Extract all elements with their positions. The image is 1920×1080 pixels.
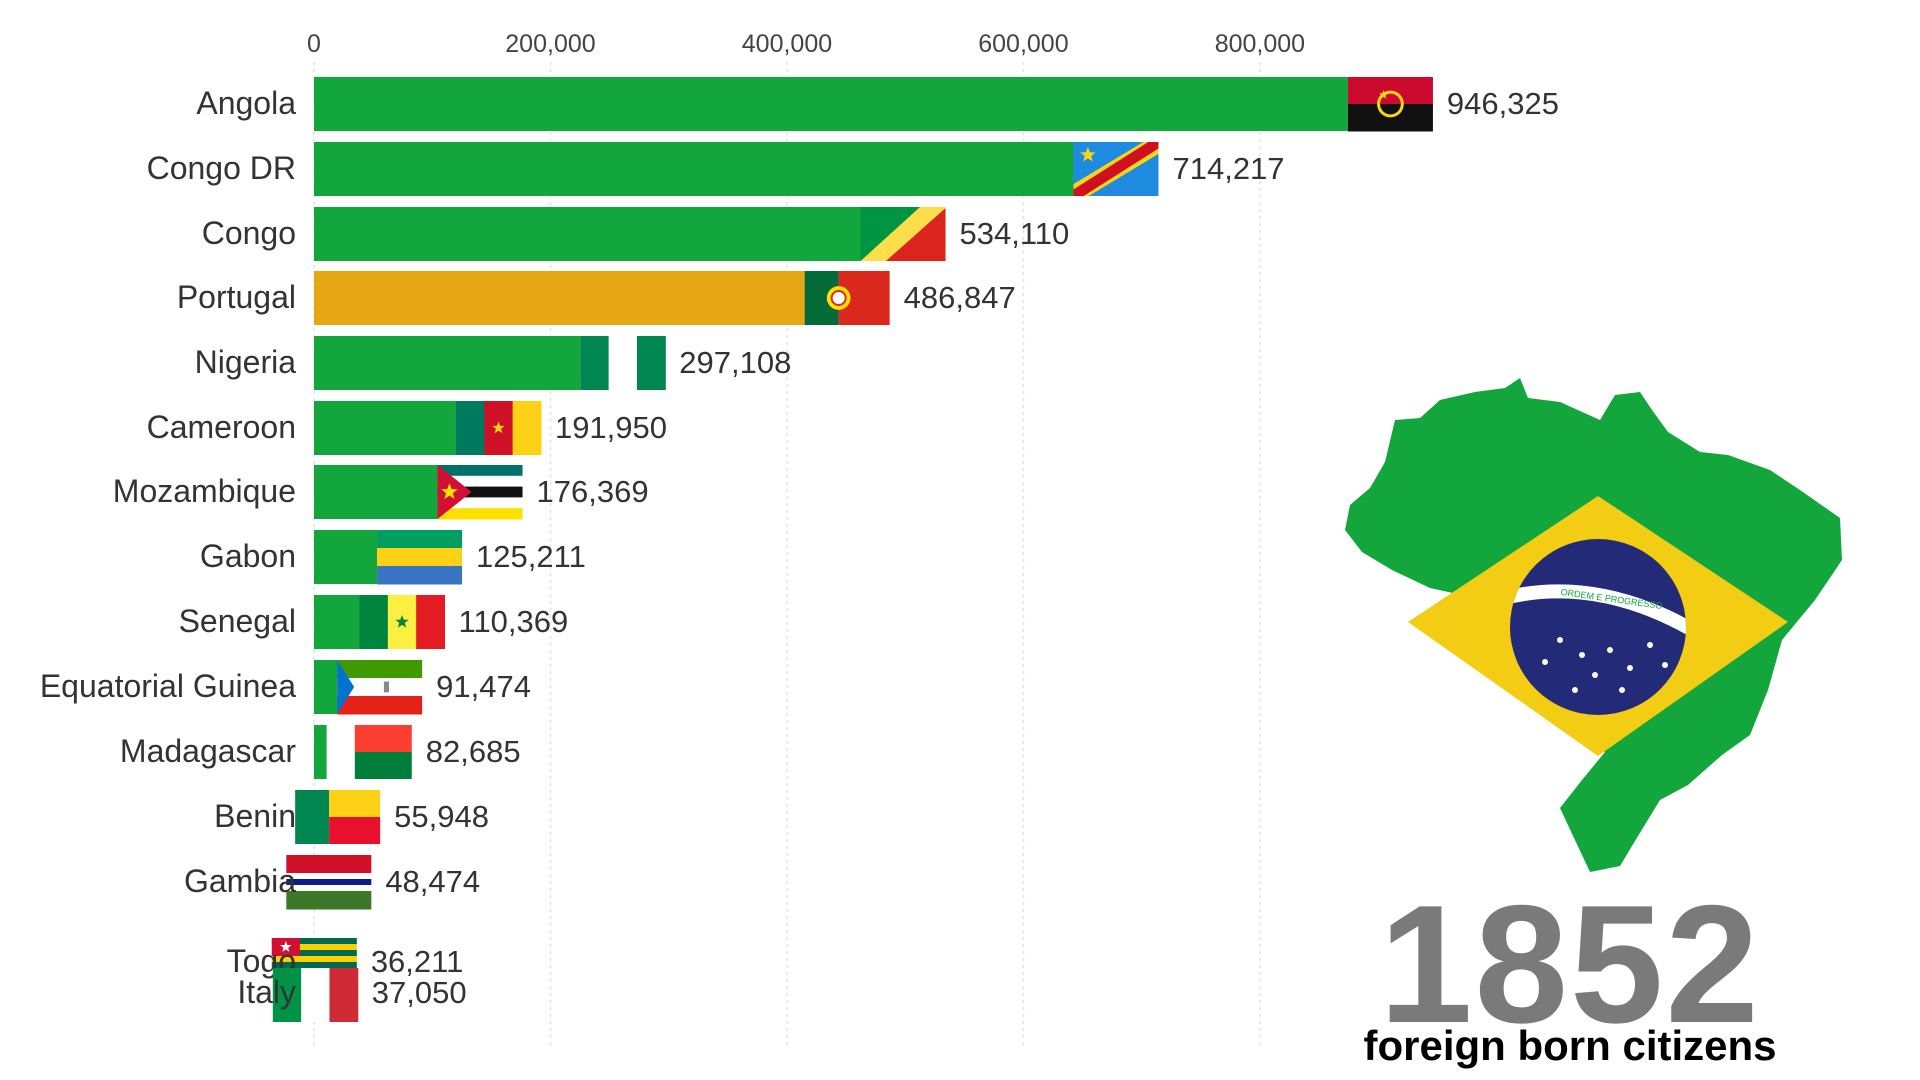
bar — [314, 530, 378, 584]
bar-row: Nigeria 297,108 — [195, 336, 791, 390]
bar — [314, 336, 581, 390]
category-label: Madagascar — [120, 733, 296, 769]
congo-dr-flag — [1073, 142, 1159, 196]
congo-flag — [860, 207, 946, 261]
gabon-flag — [377, 530, 463, 585]
bar — [314, 142, 1074, 196]
x-axis-ticks: 0 200,000 400,000 600,000 800,000 — [307, 30, 1305, 58]
category-label: Angola — [196, 85, 296, 121]
bar-row: Portugal 486,847 — [177, 271, 1016, 325]
value-label: 486,847 — [904, 280, 1016, 315]
equatorial-guinea-flag — [337, 660, 423, 715]
madagascar-flag — [326, 725, 412, 779]
senegal-flag — [359, 595, 446, 649]
bar-row: Congo DR 714,217 — [147, 142, 1285, 196]
brazil-flag-globe — [1510, 539, 1686, 715]
category-label: Gambia — [184, 863, 296, 899]
year-label: 1852 — [1379, 870, 1761, 1058]
category-label: Nigeria — [195, 344, 297, 380]
value-label: 55,948 — [394, 799, 489, 834]
portugal-flag — [804, 271, 890, 325]
value-label: 534,110 — [960, 216, 1070, 251]
category-label: Gabon — [200, 538, 296, 574]
value-label: 297,108 — [679, 345, 791, 380]
value-label: 125,211 — [476, 539, 586, 574]
category-label: Portugal — [177, 279, 296, 315]
bar-row: Angola 946,325 — [196, 77, 1559, 132]
angola-flag — [1347, 77, 1433, 132]
x-tick-label: 600,000 — [978, 30, 1068, 58]
bar-row: Benin 55,948 — [214, 790, 489, 844]
x-tick-label: 800,000 — [1215, 30, 1305, 58]
category-label: Congo — [202, 215, 296, 251]
brazil-flag-stars — [1542, 637, 1668, 693]
bar-row: Madagascar 82,685 — [120, 725, 521, 779]
category-label: Senegal — [179, 603, 296, 639]
bar-row: Congo 534,110 — [202, 207, 1070, 261]
bar — [314, 207, 861, 261]
value-label: 714,217 — [1172, 151, 1284, 186]
bar — [314, 271, 805, 325]
brazil-map-icon: ORDEM E PROGRESSO — [1345, 378, 1842, 872]
bar-row: Mozambique 176,369 — [113, 465, 649, 520]
brazil-flag-band — [1510, 584, 1686, 639]
togo-flag — [271, 938, 357, 969]
gambia-flag — [286, 855, 372, 910]
bar-row: Gabon 125,211 — [200, 530, 586, 585]
x-tick-label: 400,000 — [742, 30, 832, 58]
bar-row: Equatorial Guinea 91,474 — [40, 660, 531, 715]
value-label: 48,474 — [385, 864, 480, 899]
bar — [314, 725, 327, 779]
bar-row: Senegal 110,369 — [179, 595, 569, 649]
value-label: 82,685 — [426, 734, 521, 769]
value-label: 36,211 — [371, 944, 464, 979]
bars: Angola 946,325 Congo DR 714,217 Congo 534,110… — [40, 77, 1559, 1022]
bar-row: Cameroon 191,950 — [147, 401, 667, 455]
bar — [314, 401, 456, 455]
category-label: Mozambique — [113, 473, 296, 509]
subtitle-label: foreign born citizens — [1363, 1022, 1777, 1069]
x-tick-label: 200,000 — [505, 30, 595, 58]
category-label: Italy — [237, 974, 296, 1010]
category-label: Congo DR — [147, 150, 296, 186]
bar — [314, 595, 360, 649]
value-label: 191,950 — [555, 410, 667, 445]
bar — [314, 77, 1348, 131]
category-label: Benin — [214, 798, 296, 834]
bar-row: Togo 36,211 — [227, 938, 464, 979]
nigeria-flag — [580, 336, 666, 390]
category-label: Equatorial Guinea — [40, 668, 296, 704]
mozambique-flag — [437, 465, 523, 520]
bar — [314, 660, 338, 714]
value-label: 176,369 — [537, 474, 649, 509]
bar-row: Gambia 48,474 — [184, 855, 480, 910]
x-tick-label: 0 — [307, 30, 321, 58]
value-label: 91,474 — [436, 669, 531, 704]
italy-flag — [272, 968, 359, 1022]
value-label: 37,050 — [372, 975, 467, 1010]
cameroon-flag — [455, 401, 542, 455]
benin-flag — [295, 790, 381, 844]
value-label: 946,325 — [1447, 86, 1559, 121]
category-label: Cameroon — [147, 409, 296, 445]
bar — [314, 465, 438, 519]
bar-row: Italy 37,050 — [237, 968, 467, 1022]
value-label: 110,369 — [459, 604, 569, 639]
